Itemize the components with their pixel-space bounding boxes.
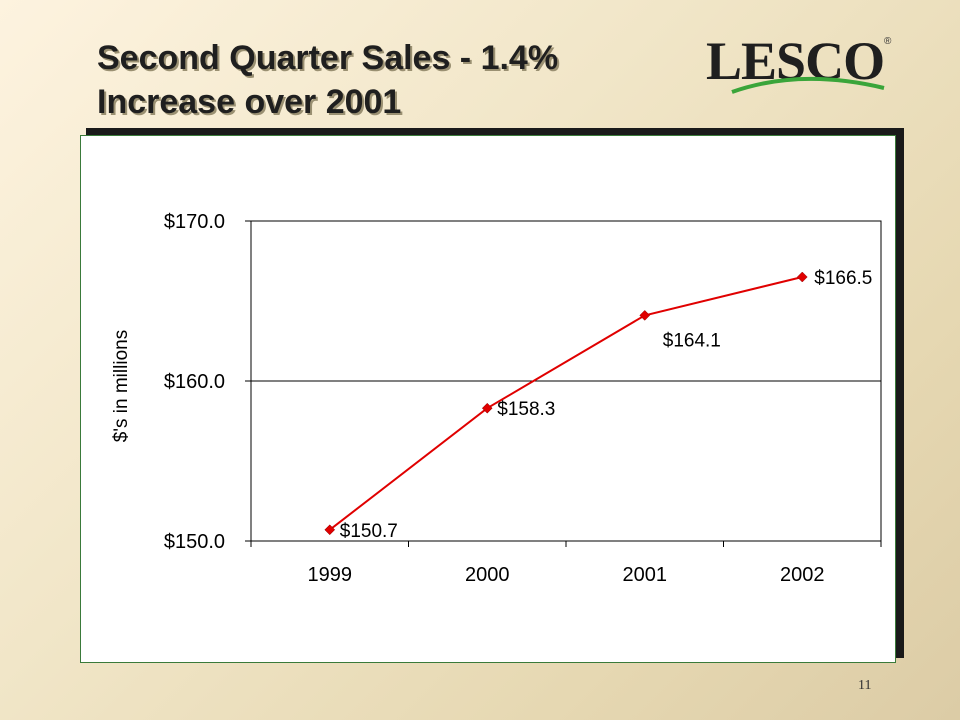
data-label: $164.1: [663, 330, 721, 351]
data-point-marker: [324, 524, 336, 536]
series-line: [329, 276, 803, 531]
x-tick-label: 2000: [465, 564, 510, 586]
page-number: 11: [858, 678, 872, 693]
data-point-marker: [481, 402, 493, 414]
data-label: $150.7: [340, 521, 398, 542]
title-line-2: Increase over 2001: [97, 83, 402, 121]
registered-mark: ®: [884, 36, 892, 47]
data-point-marker: [639, 310, 651, 321]
data-point-marker: [796, 271, 808, 283]
title-line-1: Second Quarter Sales - 1.4%: [97, 39, 559, 77]
slide-title: Second Quarter Sales - 1.4% Increase ove…: [97, 36, 558, 124]
y-tick-label: $160.0: [164, 371, 225, 393]
y-tick-label: $150.0: [164, 531, 225, 553]
x-tick-label: 2002: [780, 564, 825, 586]
chart-panel: $150.0 $160.0 $170.0 1999 2000 2001 2002 $150…: [80, 135, 896, 663]
x-tick-label: 2001: [623, 564, 668, 586]
logo-swoosh-icon: [731, 76, 885, 94]
y-axis-label: $'s in millions: [111, 330, 132, 442]
y-tick-label: $170.0: [164, 211, 225, 233]
x-tick-label: 1999: [308, 564, 353, 586]
lesco-logo: LESCO ®: [700, 28, 900, 98]
data-label: $166.5: [814, 268, 872, 289]
data-label: $158.3: [497, 399, 555, 420]
line-chart: $150.0 $160.0 $170.0 1999 2000 2001 2002 $150…: [111, 211, 882, 586]
